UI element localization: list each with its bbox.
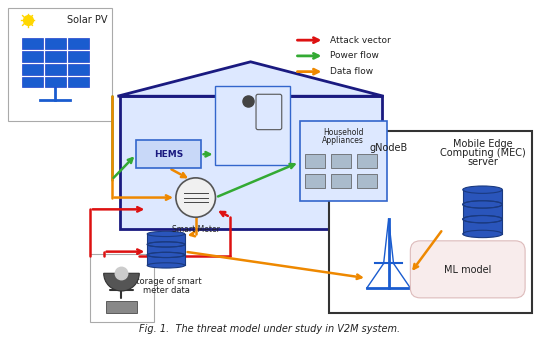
Bar xyxy=(357,174,377,188)
Text: ML model: ML model xyxy=(444,265,491,275)
Ellipse shape xyxy=(147,252,185,257)
Text: Household: Household xyxy=(323,128,363,137)
Text: Computing (MEC): Computing (MEC) xyxy=(440,148,525,158)
Bar xyxy=(306,154,325,168)
Text: Appliances: Appliances xyxy=(322,136,364,145)
FancyBboxPatch shape xyxy=(90,254,154,322)
Bar xyxy=(331,174,351,188)
Ellipse shape xyxy=(463,230,502,238)
Text: Mobile Edge: Mobile Edge xyxy=(453,139,512,149)
Bar xyxy=(463,190,502,204)
FancyBboxPatch shape xyxy=(410,241,525,298)
Bar xyxy=(147,255,185,266)
Bar xyxy=(357,154,377,168)
Text: Smart Meter: Smart Meter xyxy=(172,225,220,234)
Bar xyxy=(331,154,351,168)
Bar xyxy=(22,76,43,87)
Text: gNodeB: gNodeB xyxy=(369,143,408,153)
Ellipse shape xyxy=(463,201,502,208)
Ellipse shape xyxy=(147,242,185,247)
FancyBboxPatch shape xyxy=(300,121,387,202)
Text: Attack vector: Attack vector xyxy=(330,36,391,45)
Polygon shape xyxy=(118,62,383,96)
Text: server: server xyxy=(467,157,498,167)
FancyBboxPatch shape xyxy=(119,96,382,229)
Bar xyxy=(68,51,89,62)
Bar xyxy=(68,64,89,74)
Bar xyxy=(45,38,66,49)
Bar xyxy=(22,51,43,62)
FancyBboxPatch shape xyxy=(329,131,532,313)
Bar xyxy=(45,76,66,87)
Bar xyxy=(147,234,185,244)
Ellipse shape xyxy=(147,263,185,268)
Bar xyxy=(68,76,89,87)
Ellipse shape xyxy=(463,186,502,193)
Bar xyxy=(45,64,66,74)
Text: Power flow: Power flow xyxy=(330,51,379,61)
Circle shape xyxy=(176,178,215,217)
Bar xyxy=(306,174,325,188)
Wedge shape xyxy=(104,273,139,291)
Text: Data flow: Data flow xyxy=(330,67,373,76)
FancyBboxPatch shape xyxy=(256,94,282,130)
Text: HEMS: HEMS xyxy=(154,150,183,159)
Bar xyxy=(22,64,43,74)
Text: Solar PV: Solar PV xyxy=(66,16,107,26)
Bar xyxy=(463,204,502,219)
Text: Storage of smart: Storage of smart xyxy=(131,277,201,286)
Bar xyxy=(106,301,137,313)
Bar xyxy=(45,51,66,62)
Bar xyxy=(22,38,43,49)
Bar xyxy=(147,244,185,255)
Bar xyxy=(68,38,89,49)
FancyBboxPatch shape xyxy=(8,8,112,121)
FancyBboxPatch shape xyxy=(215,86,289,165)
Ellipse shape xyxy=(463,216,502,223)
Text: Fig. 1.  The threat model under study in V2M system.: Fig. 1. The threat model under study in … xyxy=(139,324,401,334)
Ellipse shape xyxy=(147,231,185,237)
FancyBboxPatch shape xyxy=(136,140,201,168)
Bar xyxy=(463,219,502,234)
Text: meter data: meter data xyxy=(143,286,190,295)
